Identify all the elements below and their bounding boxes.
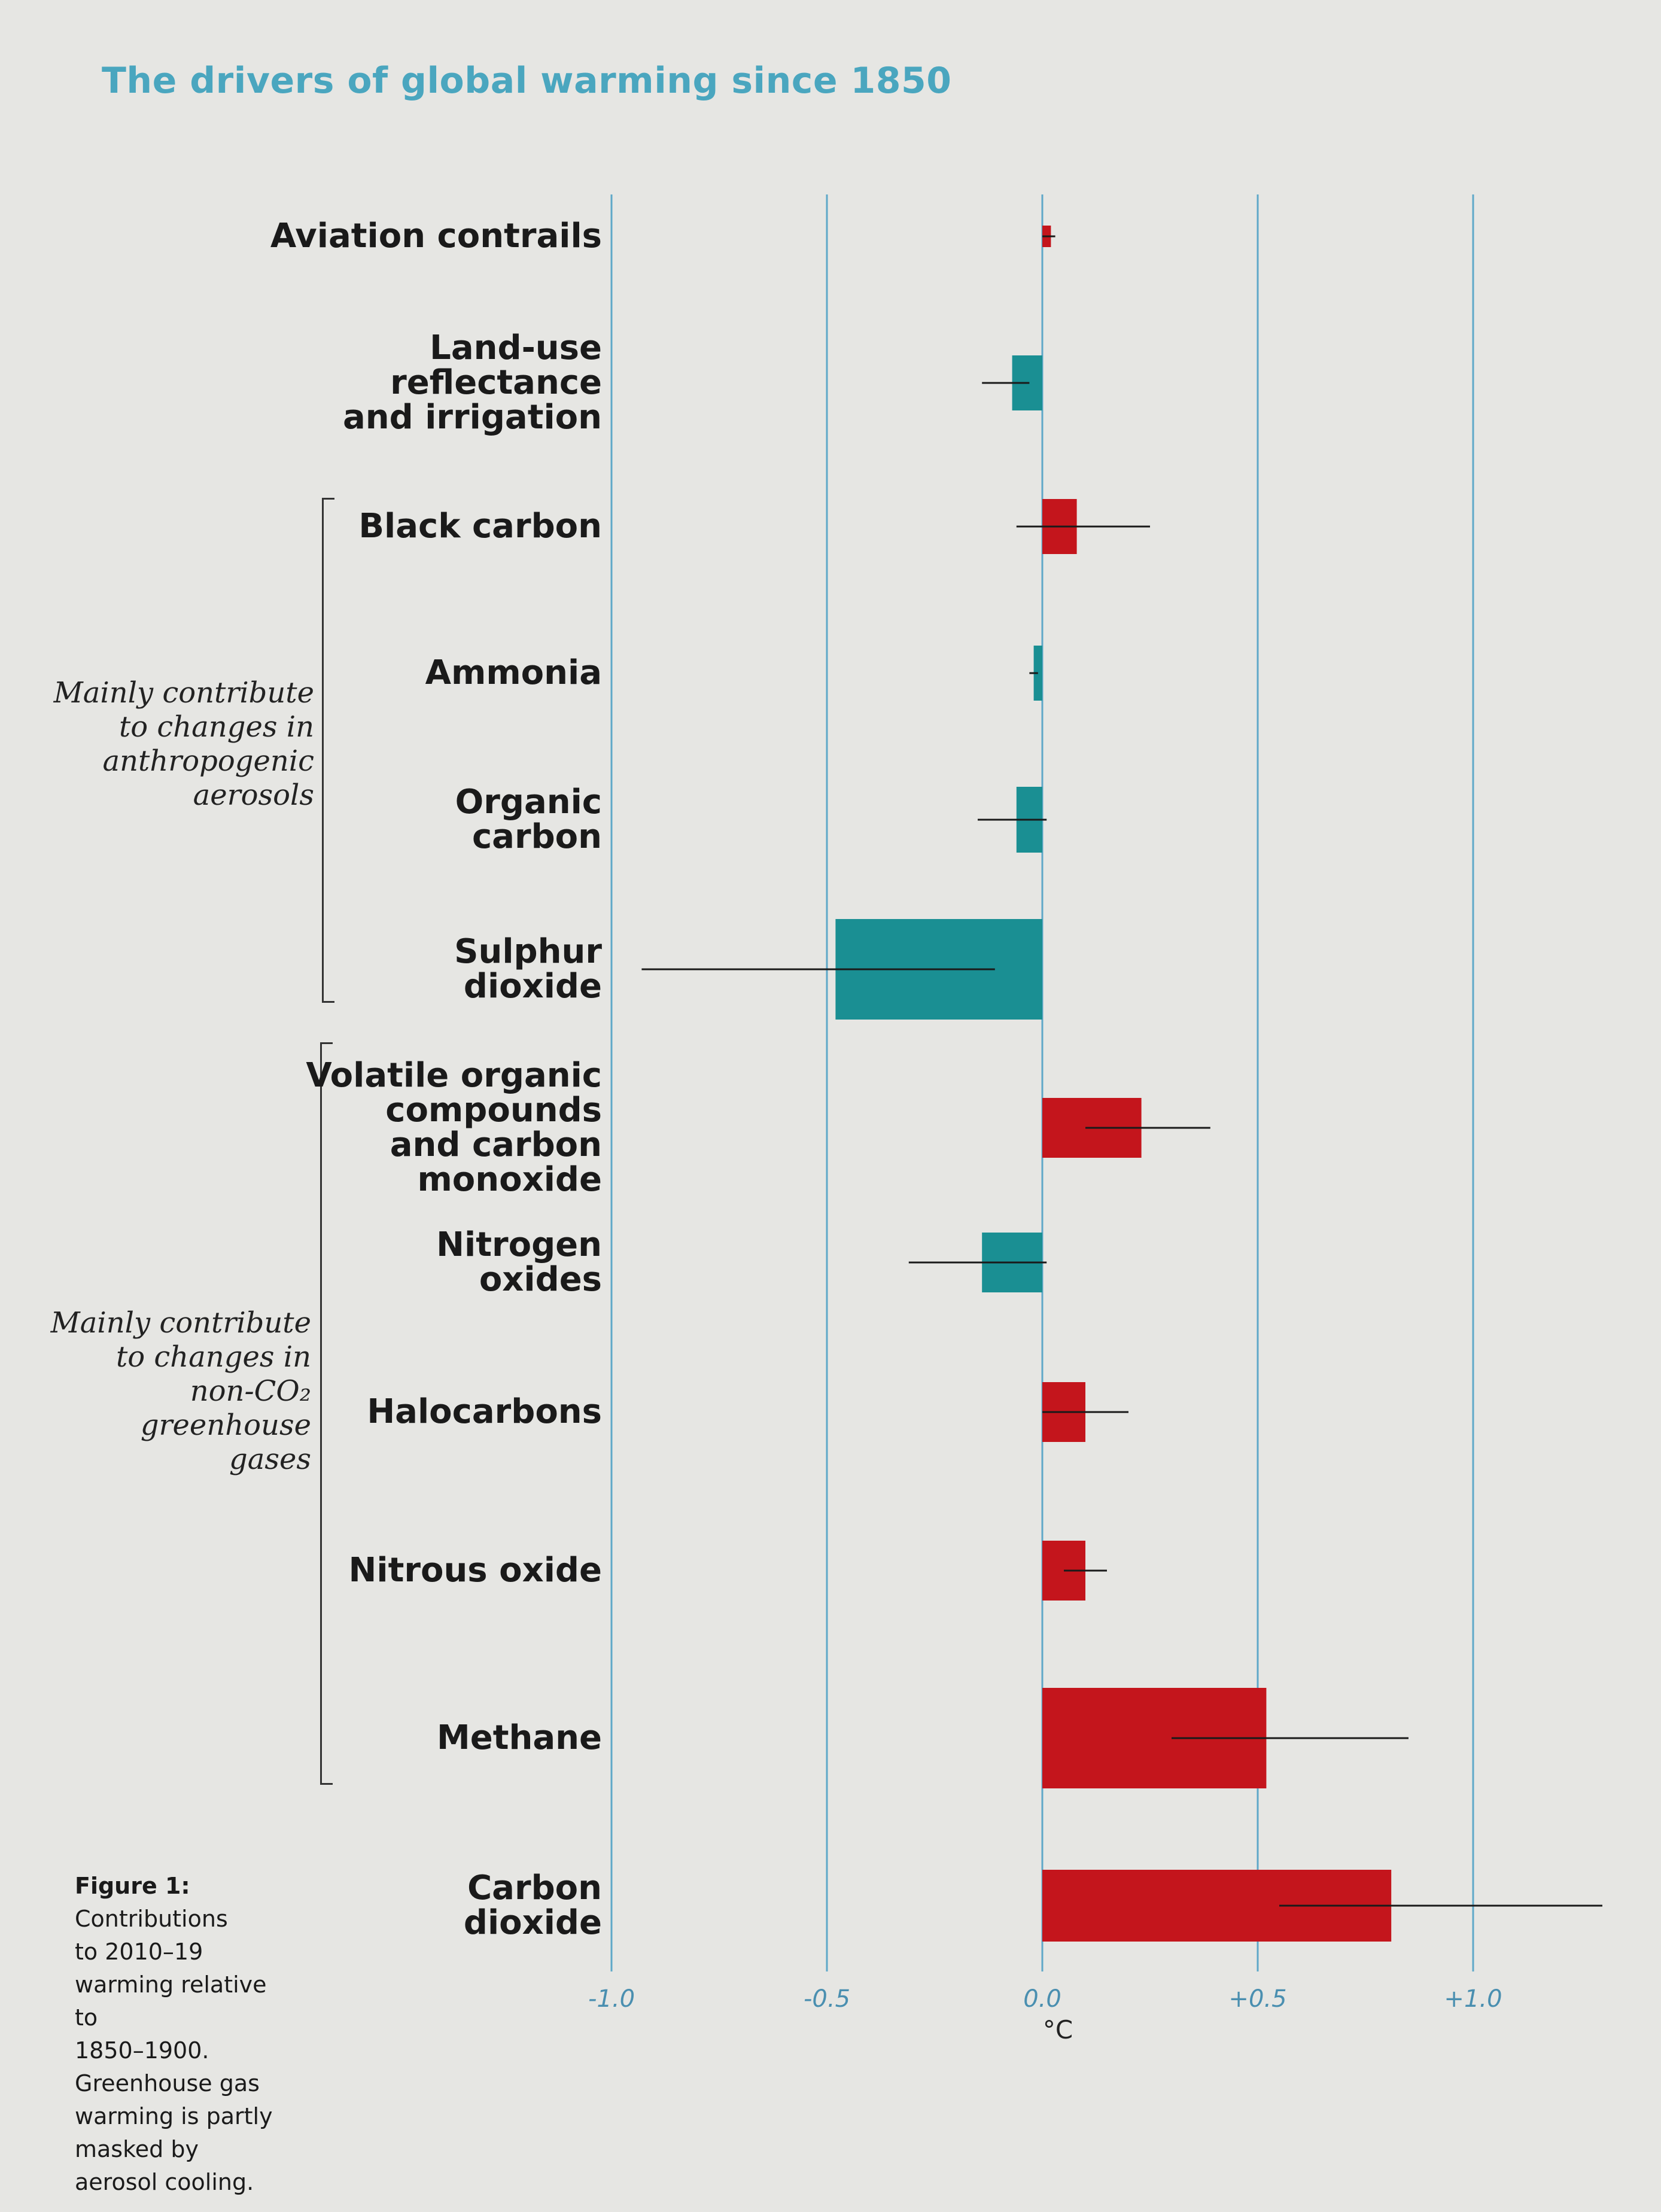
category-label-9: Nitrous oxide xyxy=(348,1551,602,1590)
category-label-2: Black carbon xyxy=(358,507,602,546)
aerosols-bracket xyxy=(322,498,334,1003)
caption-body: Contributions to 2010–19 warming relativ… xyxy=(75,1906,273,2195)
caption-heading: Figure 1: xyxy=(75,1873,190,1899)
category-label-6: Volatile organic compounds and carbon mo… xyxy=(306,1056,602,1199)
x-tick-label-1: -0.5 xyxy=(803,1985,851,2013)
category-label-0: Aviation contrails xyxy=(270,217,602,255)
x-tick-label-0: -1.0 xyxy=(588,1985,635,2013)
x-tick-label-2: 0.0 xyxy=(1023,1985,1061,2013)
category-label-11: Carbon dioxide xyxy=(463,1869,602,1942)
category-label-7: Nitrogen oxides xyxy=(436,1225,602,1299)
greenhouse-gases-bracket xyxy=(320,1042,333,1785)
category-label-8: Halocarbons xyxy=(367,1392,602,1431)
x-axis-unit-label: °C xyxy=(1042,2015,1073,2044)
figure-caption: Figure 1: Contributions to 2010–19 warmi… xyxy=(75,1870,290,2199)
aerosols-group-label: Mainly contribute to changes in anthropo… xyxy=(53,676,314,812)
chart-title: The drivers of global warming since 1850 xyxy=(102,60,952,102)
category-label-10: Methane xyxy=(437,1718,602,1757)
category-label-5: Sulphur dioxide xyxy=(454,932,602,1006)
category-label-4: Organic carbon xyxy=(455,783,602,856)
x-tick-label-4: +1.0 xyxy=(1444,1985,1502,2013)
category-label-3: Ammonia xyxy=(425,653,602,692)
x-tick-label-3: +0.5 xyxy=(1228,1985,1287,2013)
greenhouse-gases-group-label: Mainly contribute to changes in non-CO₂ … xyxy=(50,1306,311,1476)
category-label-1: Land-use reflectance and irrigation xyxy=(342,328,602,437)
